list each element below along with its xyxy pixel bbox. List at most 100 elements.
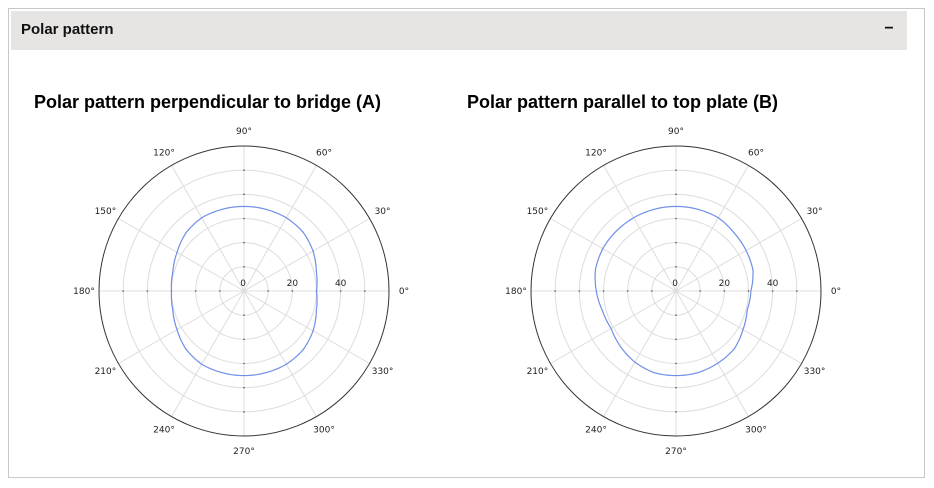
- radial-tick-mark: [771, 290, 774, 292]
- angle-tick-label: 120°: [585, 148, 607, 158]
- radial-tick-mark: [146, 290, 149, 292]
- polar-data-point: [176, 251, 178, 253]
- radial-tick-mark: [675, 241, 677, 244]
- chart-title-perpendicular: Polar pattern perpendicular to bridge (A…: [34, 92, 382, 112]
- angle-tick-label: 300°: [745, 426, 767, 436]
- angle-tick-label: 30°: [807, 207, 823, 217]
- radial-tick-mark: [578, 290, 581, 292]
- radial-tick-mark: [675, 217, 677, 220]
- radial-tick-mark: [243, 241, 245, 244]
- radial-tick-mark: [723, 290, 726, 292]
- polar-data-point: [653, 372, 655, 374]
- radial-tick-mark: [364, 290, 366, 292]
- angular-grid-spoke: [675, 218, 802, 292]
- angle-tick-label: 180°: [73, 287, 95, 297]
- angle-tick-label: 240°: [153, 426, 175, 436]
- polar-data-point: [653, 208, 655, 210]
- angle-tick-label: 90°: [668, 127, 684, 137]
- polar-data-point: [717, 362, 719, 364]
- radial-tick-mark: [747, 290, 750, 292]
- radial-tick-label: 0: [240, 279, 246, 289]
- polar-data-point: [170, 290, 173, 292]
- angular-grid-spoke: [118, 290, 245, 364]
- angular-grid-spoke: [675, 290, 749, 417]
- angle-tick-label: 150°: [95, 207, 117, 217]
- polar-data-point: [610, 327, 612, 330]
- angle-tick-label: 150°: [527, 207, 549, 217]
- panel-title: Polar pattern: [21, 21, 114, 38]
- angular-grid-spoke: [550, 290, 677, 364]
- radial-tick-label: 0: [672, 279, 678, 289]
- polar-data-point: [221, 208, 223, 210]
- polar-data-point: [634, 361, 636, 363]
- angle-tick-label: 0°: [399, 287, 409, 297]
- polar-data-point: [750, 290, 752, 292]
- radial-tick-mark: [122, 290, 124, 292]
- polar-data-point: [172, 309, 174, 311]
- radial-tick-mark: [243, 266, 245, 268]
- polar-data-point: [601, 310, 604, 312]
- radial-tick-mark: [243, 338, 245, 341]
- polar-data-point: [746, 309, 748, 311]
- angular-grid-spoke: [243, 218, 370, 292]
- angular-grid-spoke: [603, 165, 677, 292]
- radial-tick-mark: [675, 314, 677, 316]
- collapse-button[interactable]: −: [884, 20, 894, 37]
- angular-grid-spoke: [550, 218, 677, 292]
- angular-grid-spoke: [243, 165, 317, 292]
- angle-tick-label: 0°: [831, 287, 841, 297]
- polar-data-point: [595, 290, 597, 292]
- polar-data-point: [176, 329, 178, 331]
- polar-data-point: [742, 329, 744, 331]
- polar-data-point: [185, 348, 187, 350]
- polar-data-point: [745, 249, 747, 252]
- polar-data-point: [265, 208, 267, 210]
- radial-tick-mark: [675, 362, 677, 365]
- polar-chart-perpendicular: 0° 30° 60° 90° 120° 150° 180° 210° 240° 270° 300° 3…: [73, 127, 409, 457]
- angular-grid-spoke: [171, 290, 245, 417]
- polar-data-point: [201, 363, 203, 365]
- angular-grid-spoke: [171, 165, 245, 292]
- panel-header[interactable]: Polar pattern −: [11, 11, 907, 50]
- angle-tick-label: 30°: [375, 207, 391, 217]
- angle-tick-label: 180°: [505, 287, 527, 297]
- radial-tick-mark: [675, 411, 677, 413]
- radial-tick-label: 20: [287, 279, 299, 289]
- angular-grid-spoke: [243, 290, 317, 417]
- polar-data-point: [285, 217, 287, 219]
- polar-data-point: [185, 232, 187, 234]
- radial-tick-mark: [267, 290, 269, 292]
- polar-data-point: [615, 230, 617, 232]
- angle-tick-label: 330°: [372, 367, 394, 377]
- angle-tick-label: 240°: [585, 426, 607, 436]
- polar-data-point: [201, 217, 203, 219]
- radial-tick-mark: [243, 193, 245, 196]
- polar-data-point: [675, 374, 677, 377]
- radial-tick-mark: [243, 362, 245, 365]
- radial-tick-mark: [219, 290, 221, 292]
- radial-tick-mark: [243, 314, 245, 316]
- radial-tick-label: 40: [335, 279, 347, 289]
- angle-tick-label: 330°: [804, 367, 826, 377]
- radial-tick-mark: [675, 169, 677, 171]
- angular-grid-spoke: [243, 290, 370, 364]
- angle-tick-label: 60°: [316, 148, 332, 158]
- polar-data-point: [315, 271, 317, 273]
- angle-tick-label: 60°: [748, 148, 764, 158]
- polar-data-point: [285, 363, 287, 365]
- angle-tick-label: 270°: [233, 447, 255, 457]
- outer-ring: [530, 145, 822, 437]
- radial-tick-mark: [796, 290, 798, 292]
- radial-tick-mark: [243, 386, 245, 389]
- radial-tick-mark: [602, 290, 605, 292]
- angular-grid-spoke: [603, 290, 677, 417]
- polar-data-point: [243, 374, 245, 377]
- angle-tick-label: 210°: [95, 367, 117, 377]
- polar-data-point: [221, 372, 223, 374]
- polar-data-point: [717, 217, 719, 219]
- polar-data-point: [302, 231, 304, 233]
- radial-tick-label: 40: [767, 279, 779, 289]
- polar-data-point: [312, 330, 314, 332]
- angle-tick-label: 120°: [153, 148, 175, 158]
- chart-title-parallel: Polar pattern parallel to top plate (B): [467, 92, 779, 112]
